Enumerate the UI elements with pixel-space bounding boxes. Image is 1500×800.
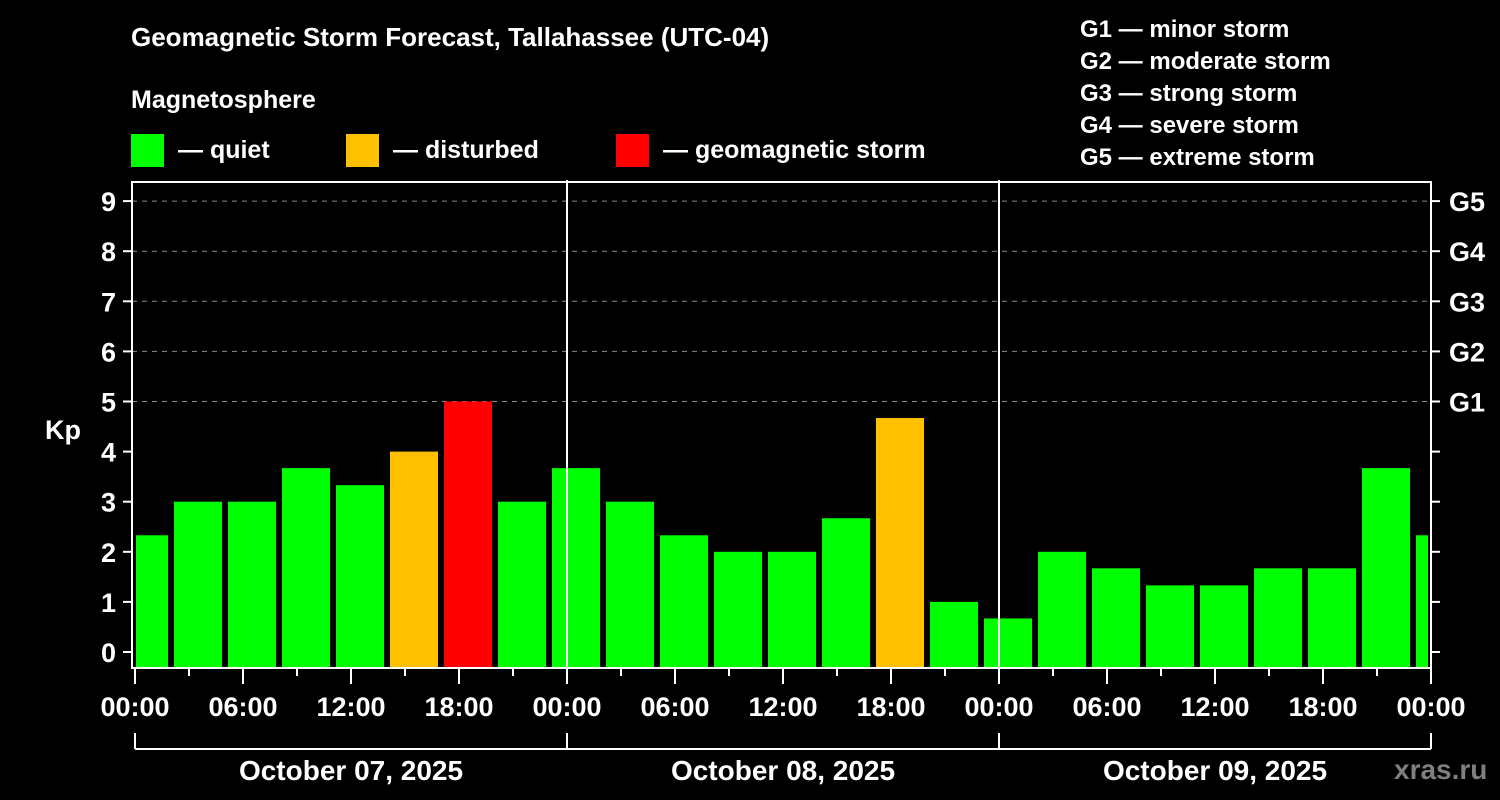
bar-quiet	[929, 601, 979, 667]
legend-item-disturbed: — disturbed	[346, 134, 539, 167]
legend-title: Magnetosphere	[131, 86, 316, 114]
x-tick-label: 06:00	[640, 692, 709, 722]
date-label: October 09, 2025	[1103, 755, 1327, 786]
bars	[136, 401, 1428, 667]
bar-quiet	[551, 468, 601, 667]
y-tick-label: 8	[101, 237, 116, 267]
legend-label-storm: — geomagnetic storm	[663, 136, 926, 164]
watermark: xras.ru	[1394, 754, 1488, 785]
bar-quiet	[821, 518, 871, 667]
x-tick-label: 00:00	[100, 692, 169, 722]
y-tick-label: 5	[101, 388, 116, 418]
x-tick-label: 00:00	[532, 692, 601, 722]
storm-scale-g1: G1 — minor storm	[1080, 16, 1290, 43]
bar-quiet	[227, 501, 277, 667]
x-tick-label: 18:00	[1288, 692, 1357, 722]
bar-quiet	[605, 501, 655, 667]
axes	[123, 180, 1440, 750]
legend-item-quiet: — quiet	[131, 134, 270, 167]
bar-quiet	[1091, 568, 1141, 667]
plot-frame	[131, 181, 1432, 669]
y-tick-label: 4	[101, 438, 116, 468]
g-scale-label: G2	[1449, 337, 1485, 367]
bar-quiet	[1415, 535, 1428, 667]
storm-scale-g4: G4 — severe storm	[1080, 112, 1299, 139]
y-tick-label: 0	[101, 638, 116, 668]
bar-quiet	[713, 551, 763, 667]
bar-disturbed	[875, 418, 925, 667]
bar-quiet	[281, 468, 331, 667]
bar-quiet	[659, 535, 709, 667]
storm-scale-legend: G1 — minor storm G2 — moderate storm G3 …	[1080, 14, 1331, 174]
date-label: October 08, 2025	[671, 755, 895, 786]
bar-storm	[443, 401, 493, 667]
bar-quiet	[767, 551, 817, 667]
legend-swatch-disturbed	[346, 134, 379, 167]
g-scale-label: G4	[1449, 237, 1485, 267]
y-tick-label: 2	[101, 538, 116, 568]
legend-swatch-quiet	[131, 134, 164, 167]
x-tick-label: 12:00	[316, 692, 385, 722]
x-tick-label: 12:00	[748, 692, 817, 722]
y-tick-label: 3	[101, 488, 116, 518]
bar-quiet	[1253, 568, 1303, 667]
x-tick-label: 06:00	[208, 692, 277, 722]
x-tick-label: 06:00	[1072, 692, 1141, 722]
y-tick-label: 7	[101, 287, 116, 317]
x-tick-label: 00:00	[964, 692, 1033, 722]
bar-quiet	[983, 618, 1033, 667]
x-tick-label: 18:00	[856, 692, 925, 722]
storm-scale-g5: G5 — extreme storm	[1080, 144, 1315, 171]
bar-quiet	[335, 485, 385, 667]
gridlines	[132, 200, 1431, 402]
g-scale-label: G3	[1449, 287, 1485, 317]
legend-label-quiet: — quiet	[178, 136, 270, 164]
y-tick-label: 6	[101, 337, 116, 367]
x-tick-label: 12:00	[1180, 692, 1249, 722]
chart-title: Geomagnetic Storm Forecast, Tallahassee …	[131, 22, 770, 52]
bar-quiet	[497, 501, 547, 667]
storm-scale-g3: G3 — strong storm	[1080, 80, 1298, 107]
g-scale-label: G5	[1449, 187, 1485, 217]
bar-quiet	[173, 501, 223, 667]
bar-quiet	[1145, 585, 1195, 667]
bar-disturbed	[389, 451, 439, 667]
legend-item-storm: — geomagnetic storm	[616, 134, 926, 167]
storm-scale-g2: G2 — moderate storm	[1080, 48, 1331, 75]
bar-quiet	[1307, 568, 1357, 667]
bar-quiet	[1199, 585, 1249, 667]
legend-swatch-storm	[616, 134, 649, 167]
g-scale-label: G1	[1449, 388, 1485, 418]
date-label: October 07, 2025	[239, 755, 463, 786]
bar-quiet	[1361, 468, 1411, 667]
y-tick-label: 9	[101, 187, 116, 217]
y-tick-label: 1	[101, 588, 116, 618]
y-axis-title: Kp	[45, 415, 81, 445]
axis-labels: 0 1 2 3 4 5 6 7 8 9 G1 G2 G3 G4 G5 Kp 00:00 06:00 12:00 18:…	[45, 187, 1485, 786]
bar-quiet	[136, 535, 169, 667]
legend-label-disturbed: — disturbed	[393, 136, 539, 164]
x-tick-label: 18:00	[424, 692, 493, 722]
bar-quiet	[1037, 551, 1087, 667]
x-tick-label: 00:00	[1396, 692, 1465, 722]
